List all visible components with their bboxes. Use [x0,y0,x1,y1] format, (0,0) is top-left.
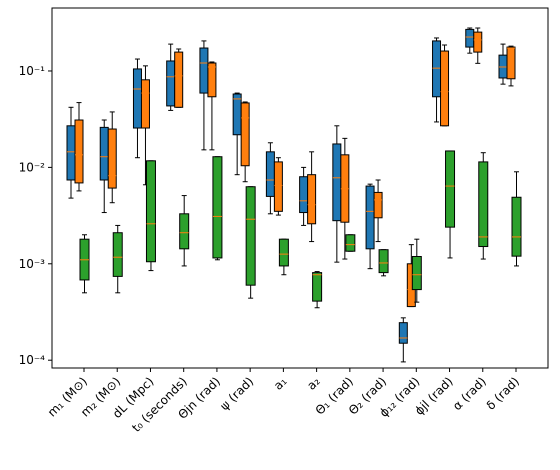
box [207,62,217,98]
box [373,191,383,219]
y-tick-label: 10⁻¹ [19,64,46,78]
box [332,143,342,222]
box [312,272,323,302]
x-tick-label: α (rad) [450,374,489,413]
box [345,234,356,252]
box [179,213,190,250]
x-tick-label: a₁ [271,374,290,393]
box [299,176,309,214]
box [240,102,250,167]
box [245,186,256,286]
x-tick-label: δ (rad) [484,374,522,412]
y-tick-label: 10⁻⁴ [19,353,46,367]
box [212,156,223,259]
box [107,128,117,189]
x-tick-label: ψ (rad) [217,374,256,413]
box [232,93,242,136]
box [398,322,408,344]
box [411,256,422,291]
box [465,28,475,48]
box [112,232,123,277]
plot-frame [51,7,549,369]
box [265,151,275,197]
box [140,79,150,129]
box [445,150,456,228]
box [511,196,522,257]
y-tick-label: 10⁻³ [19,257,46,271]
box [99,126,109,181]
box [278,238,289,267]
box [273,161,283,212]
box [307,174,317,225]
box [432,40,442,98]
box [145,160,156,263]
box [166,60,176,107]
box [66,125,76,181]
y-tick-label: 10⁻² [19,160,46,174]
box [74,119,84,184]
box [506,46,516,80]
box [440,50,450,127]
box [174,51,184,108]
box [132,68,142,129]
x-tick-label: a₂ [304,374,323,393]
box [199,47,209,94]
box [365,185,375,250]
box [478,161,489,248]
box [473,31,483,53]
box [378,249,389,274]
